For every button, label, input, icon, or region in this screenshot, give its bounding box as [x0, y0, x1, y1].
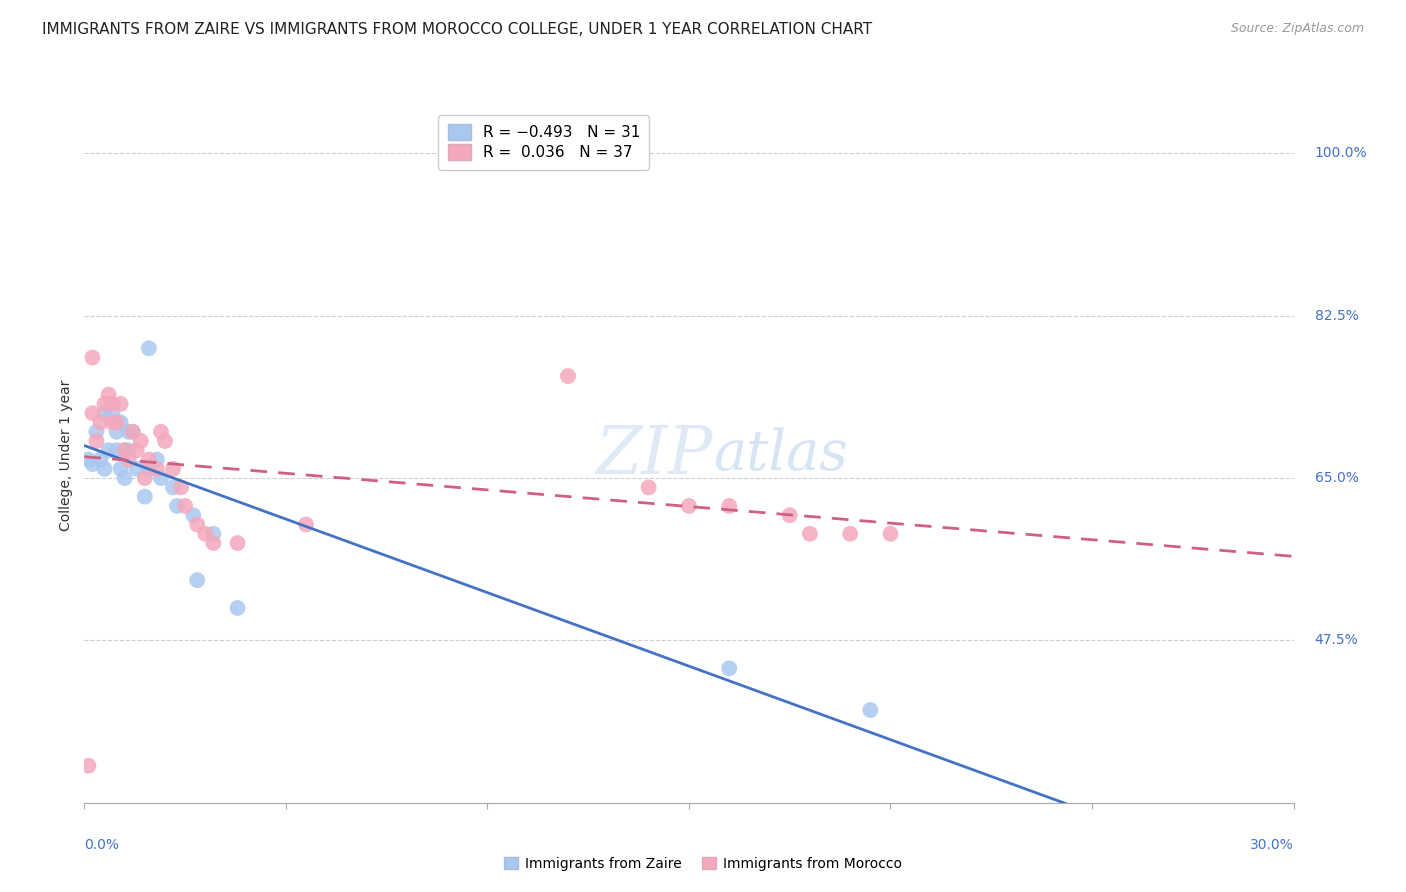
Text: 0.0%: 0.0% [84, 838, 120, 853]
Point [82, 351, 104, 365]
Point [101, 416, 124, 430]
Y-axis label: College, Under 1 year: College, Under 1 year [59, 379, 73, 531]
Point [118, 443, 141, 458]
Text: IMMIGRANTS FROM ZAIRE VS IMMIGRANTS FROM MOROCCO COLLEGE, UNDER 1 YEAR CORRELATI: IMMIGRANTS FROM ZAIRE VS IMMIGRANTS FROM… [42, 22, 872, 37]
Point [134, 471, 156, 485]
Text: 100.0%: 100.0% [1315, 146, 1367, 161]
Point [174, 499, 197, 513]
Point [129, 434, 152, 448]
Point [839, 526, 862, 541]
Point [194, 526, 217, 541]
Point [718, 499, 741, 513]
Point [226, 536, 249, 550]
Point [110, 397, 132, 411]
Point [93, 397, 115, 411]
Point [97, 443, 120, 458]
Point [114, 471, 136, 485]
Text: 65.0%: 65.0% [1315, 471, 1358, 485]
Point [202, 526, 225, 541]
Point [114, 443, 136, 458]
Point [125, 462, 148, 476]
Point [93, 406, 115, 420]
Point [226, 601, 249, 615]
Point [678, 499, 700, 513]
Point [89, 416, 111, 430]
Point [125, 443, 148, 458]
Point [149, 471, 172, 485]
Point [82, 457, 104, 471]
Point [146, 452, 169, 467]
Text: ZIP: ZIP [596, 422, 713, 488]
Point [105, 425, 128, 439]
Point [110, 462, 132, 476]
Point [186, 517, 208, 532]
Point [637, 480, 659, 494]
Legend: Immigrants from Zaire, Immigrants from Morocco: Immigrants from Zaire, Immigrants from M… [498, 851, 908, 876]
Point [82, 406, 104, 420]
Point [138, 462, 160, 476]
Point [77, 452, 100, 467]
Point [138, 452, 160, 467]
Point [110, 416, 132, 430]
Text: atlas: atlas [713, 427, 848, 483]
Point [146, 462, 169, 476]
Point [779, 508, 801, 523]
Text: 82.5%: 82.5% [1315, 309, 1358, 323]
Text: 47.5%: 47.5% [1315, 633, 1358, 648]
Point [77, 758, 100, 772]
Point [101, 406, 124, 420]
Point [89, 452, 111, 467]
Point [121, 425, 143, 439]
Point [170, 480, 193, 494]
Point [718, 661, 741, 675]
Point [118, 425, 141, 439]
Point [105, 416, 128, 430]
Point [114, 443, 136, 458]
Text: Source: ZipAtlas.com: Source: ZipAtlas.com [1230, 22, 1364, 36]
Point [859, 703, 882, 717]
Point [105, 443, 128, 458]
Point [149, 425, 172, 439]
Point [101, 397, 124, 411]
Point [162, 462, 184, 476]
Point [295, 517, 318, 532]
Point [121, 425, 143, 439]
Point [93, 462, 115, 476]
Point [181, 508, 204, 523]
Point [118, 452, 141, 467]
Point [202, 536, 225, 550]
Point [166, 499, 188, 513]
Point [86, 434, 108, 448]
Point [162, 480, 184, 494]
Point [186, 573, 208, 587]
Point [138, 341, 160, 355]
Point [97, 387, 120, 401]
Point [799, 526, 821, 541]
Point [879, 526, 901, 541]
Point [153, 434, 176, 448]
Text: 30.0%: 30.0% [1250, 838, 1294, 853]
Point [134, 490, 156, 504]
Legend: R = −0.493   N = 31, R =  0.036   N = 37: R = −0.493 N = 31, R = 0.036 N = 37 [439, 115, 650, 169]
Point [86, 425, 108, 439]
Point [557, 369, 579, 384]
